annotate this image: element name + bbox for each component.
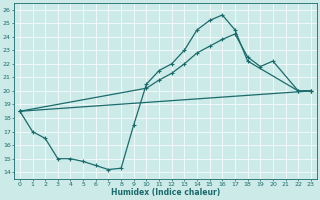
X-axis label: Humidex (Indice chaleur): Humidex (Indice chaleur) xyxy=(111,188,220,197)
